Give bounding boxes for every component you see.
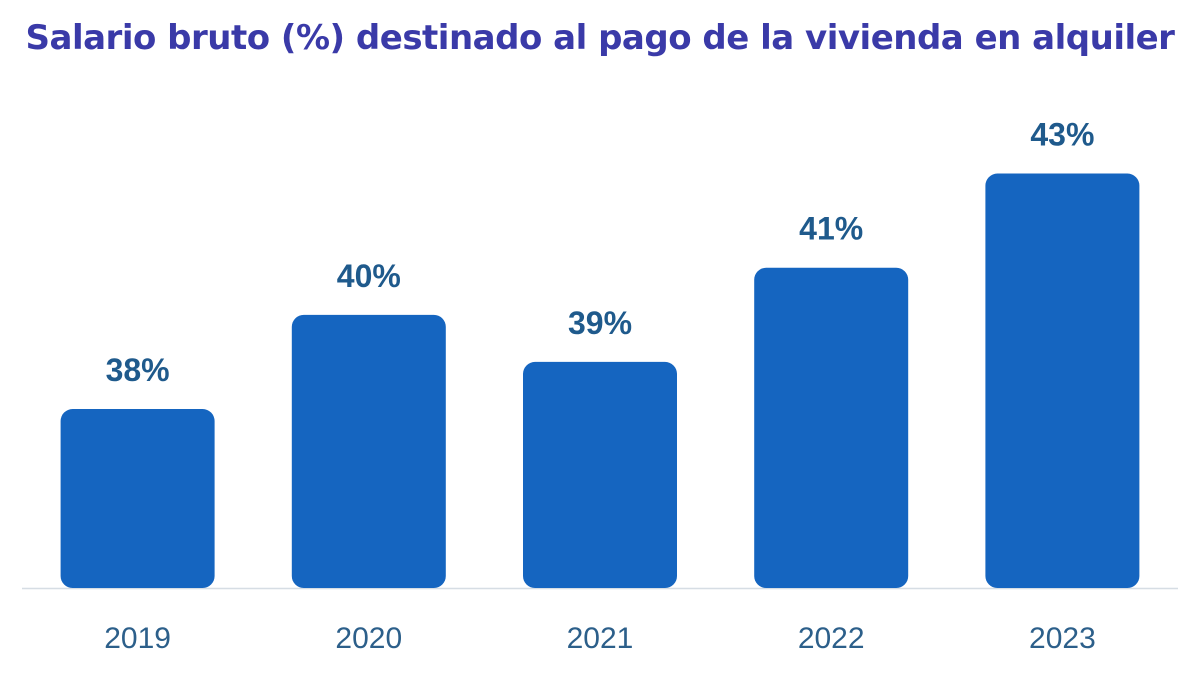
value-label-2022: 41% (799, 211, 863, 247)
bars-group (60, 173, 1140, 588)
bar-2019 (60, 409, 215, 588)
value-label-2019: 38% (106, 352, 170, 388)
value-labels-group: 38% 40% 39% 41% 43% (106, 117, 1095, 388)
x-tick-label-2023: 2023 (1029, 622, 1096, 655)
bar-2020 (291, 314, 446, 588)
bar-2022 (754, 267, 909, 588)
x-tick-label-2021: 2021 (567, 622, 634, 655)
value-label-2023: 43% (1030, 117, 1094, 153)
value-label-2020: 40% (337, 258, 401, 294)
value-label-2021: 39% (568, 305, 632, 341)
x-tick-label-2019: 2019 (104, 622, 171, 655)
x-tick-labels-group: 2019 2020 2021 2022 2023 (104, 622, 1096, 655)
x-tick-label-2020: 2020 (335, 622, 402, 655)
bar-2023 (985, 173, 1140, 588)
bar-2021 (523, 361, 677, 588)
chart-title: Salario bruto (%) destinado al pago de l… (25, 18, 1175, 58)
x-tick-label-2022: 2022 (798, 622, 865, 655)
